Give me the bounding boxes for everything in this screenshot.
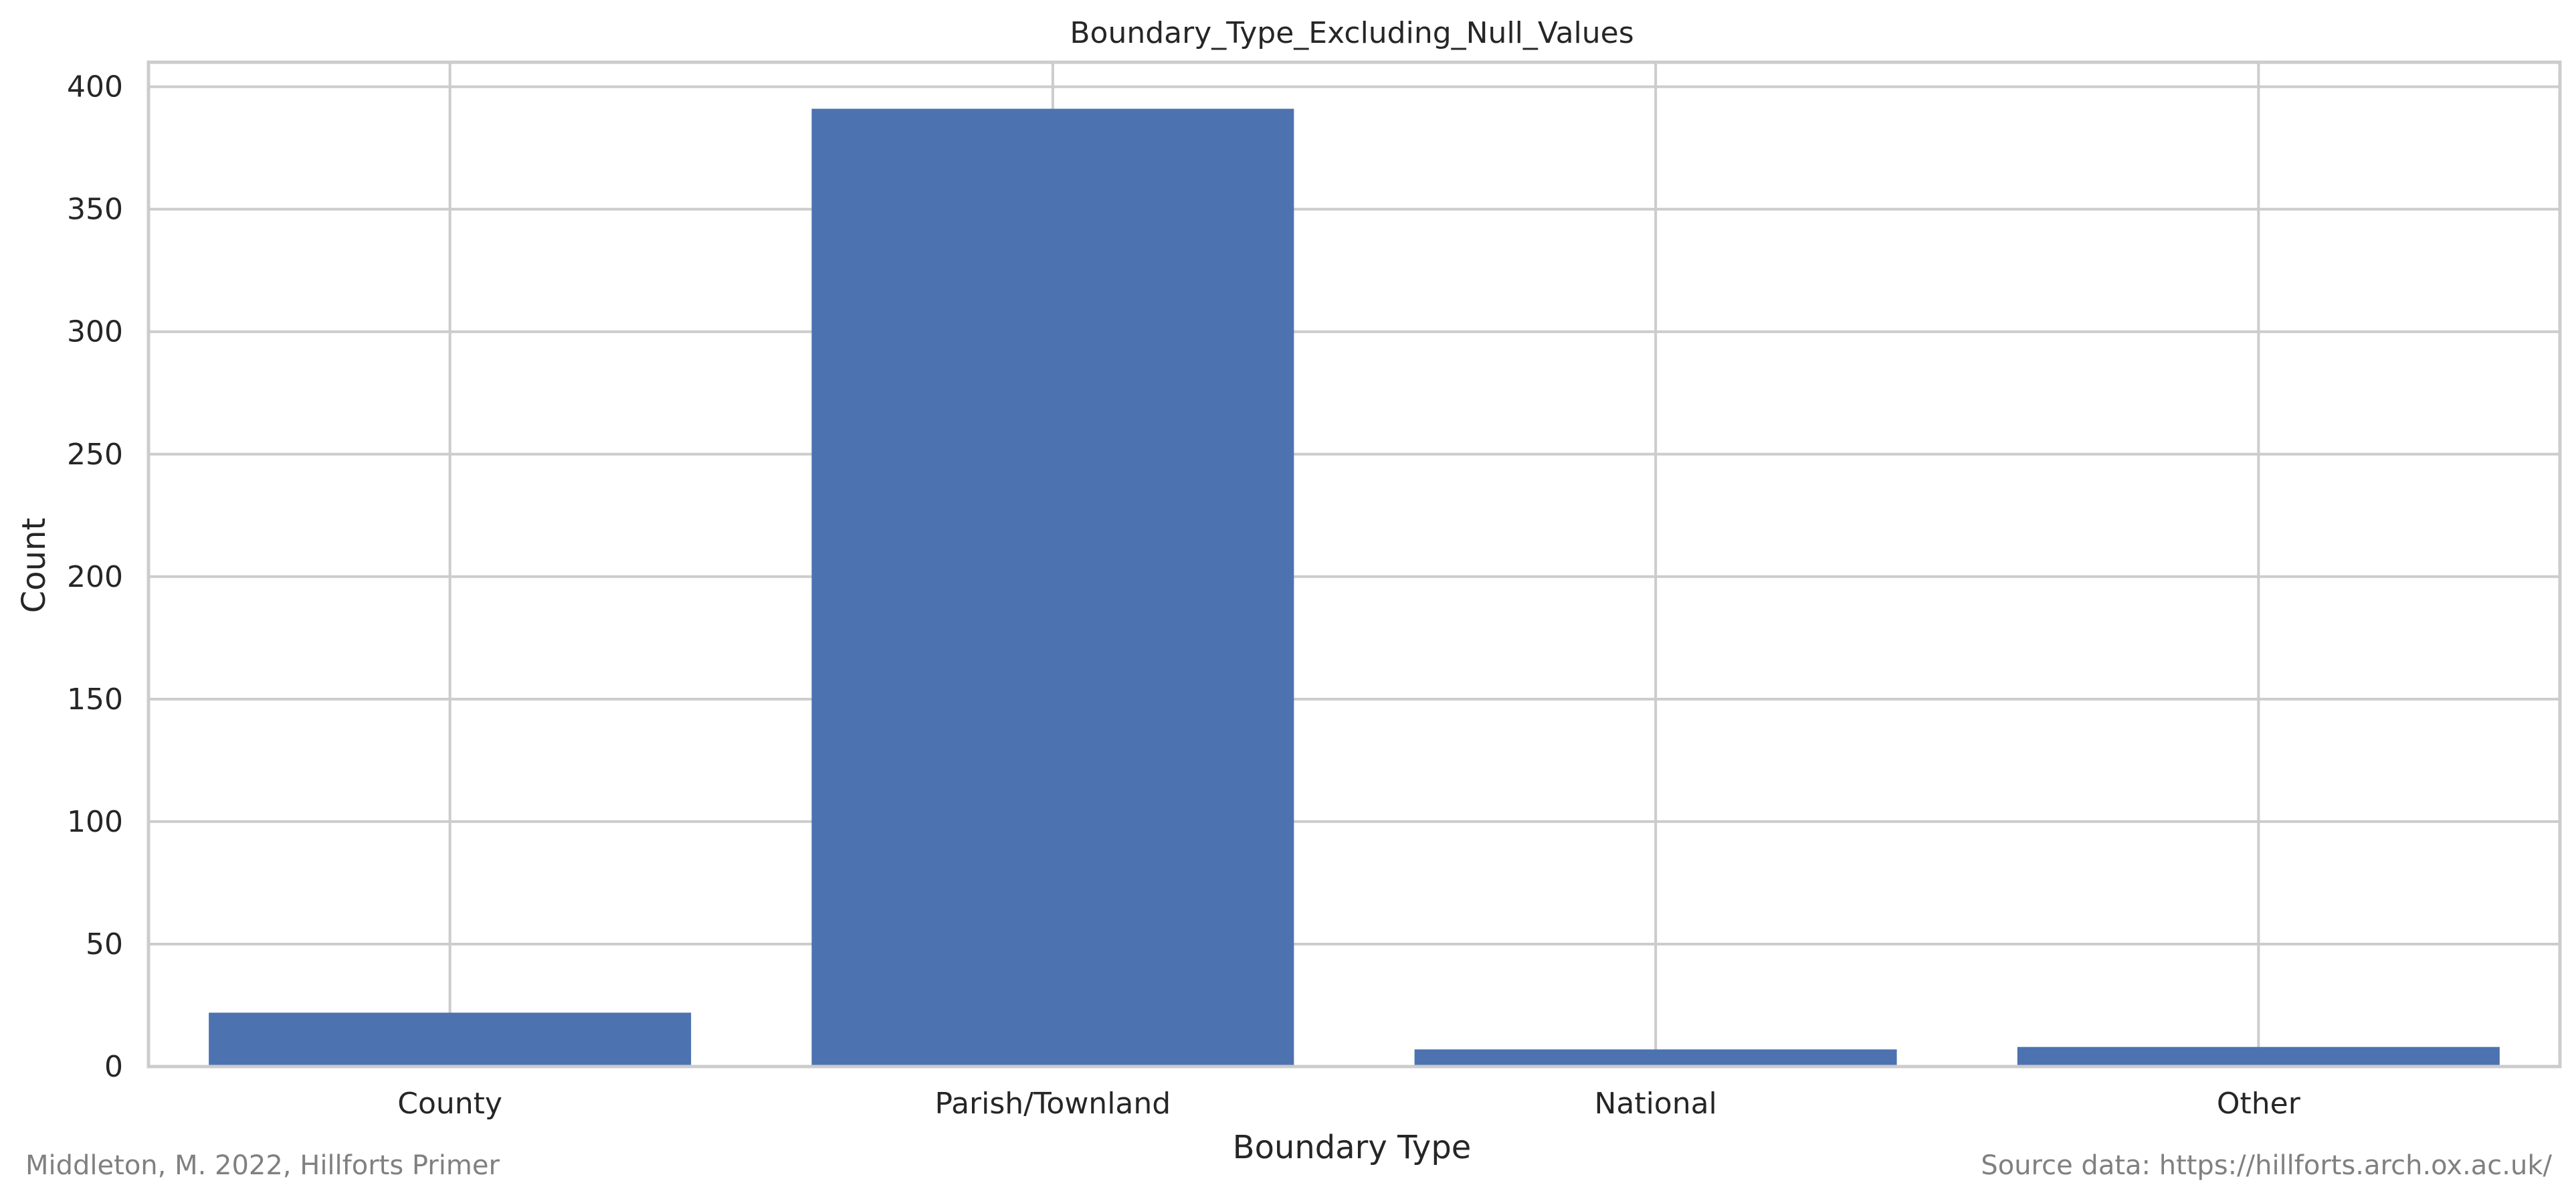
y-tick-label: 300 [67,315,123,349]
y-tick-label: 0 [104,1050,123,1084]
bar-parish-townland [811,108,1294,1067]
y-tick-label: 150 [67,682,123,717]
chart-title: Boundary_Type_Excluding_Null_Values [1070,16,1633,50]
y-tick-label: 100 [67,805,123,839]
citation-note: Middleton, M. 2022, Hillforts Primer [25,1150,500,1181]
y-tick-label: 350 [67,193,123,227]
bar-national [1414,1049,1897,1067]
y-tick-label: 50 [86,927,123,962]
source-note: Source data: https://hillforts.arch.ox.a… [1981,1150,2552,1181]
y-tick-label: 400 [67,70,123,104]
x-tick-label: Parish/Townland [935,1087,1171,1121]
x-tick-label: Other [2217,1087,2301,1121]
x-axis-label: Boundary Type [1233,1129,1472,1166]
y-tick-label: 250 [67,438,123,472]
x-tick-label: County [397,1087,502,1121]
bar-county [209,1012,692,1067]
plot-frame [146,60,2562,1069]
x-tick-label: National [1594,1087,1716,1121]
bar-other [2017,1046,2500,1067]
y-tick-label: 200 [67,560,123,594]
y-axis-label: Count [15,518,53,614]
